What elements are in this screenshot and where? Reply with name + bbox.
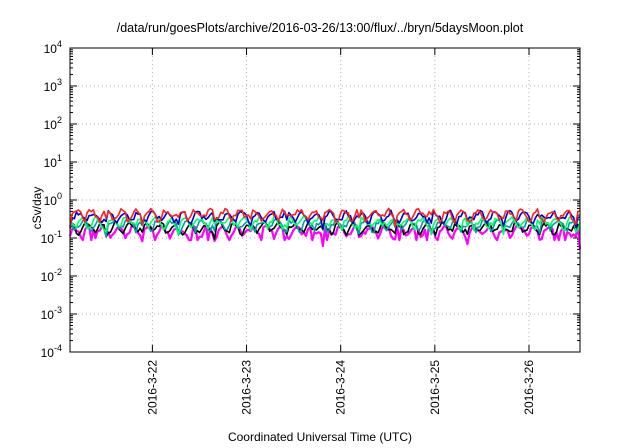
y-tick-label: 104 — [44, 39, 62, 56]
y-tick-label: 100 — [44, 191, 62, 208]
x-axis-label: Coordinated Universal Time (UTC) — [227, 430, 413, 444]
y-tick-label: 10-4 — [41, 343, 62, 360]
x-tick-label: 2016-3-24 — [334, 360, 348, 415]
series-line — [68, 223, 582, 250]
x-tick-label: 2016-3-25 — [428, 360, 442, 415]
series-line — [69, 207, 581, 228]
y-tick-label: 102 — [44, 115, 62, 132]
y-tick-label: 103 — [44, 77, 62, 94]
series-line — [69, 215, 581, 236]
chart-title: /data/run/goesPlots/archive/2016-03-26/1… — [116, 21, 524, 35]
plot-frame — [69, 47, 581, 353]
x-tick-label: 2016-3-22 — [145, 360, 159, 415]
x-tick-label: 2016-3-26 — [522, 360, 536, 415]
y-tick-label: 101 — [44, 153, 62, 170]
x-tick-label: 2016-3-23 — [240, 360, 254, 415]
y-tick-label: 10-2 — [41, 267, 62, 284]
y-tick-label: 10-3 — [41, 305, 62, 322]
y-tick-label: 10-1 — [41, 229, 62, 246]
